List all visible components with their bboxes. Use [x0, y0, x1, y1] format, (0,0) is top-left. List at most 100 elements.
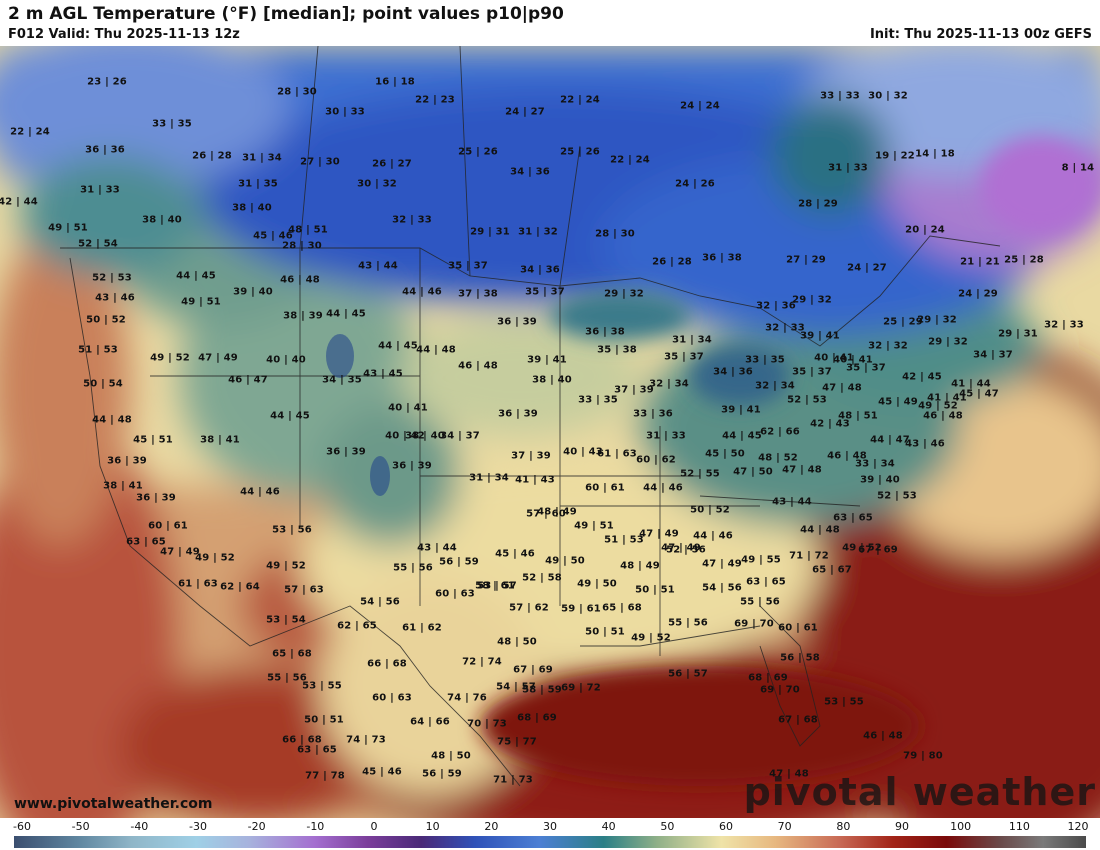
point-value-label: 35 | 38	[597, 344, 637, 356]
point-value-label: 45 | 49	[878, 396, 918, 408]
colorbar-tick-label: 100	[950, 820, 972, 833]
point-value-label: 61 | 63	[597, 448, 637, 460]
point-value-label: 29 | 32	[928, 336, 968, 348]
point-value-label: 49 | 51	[181, 296, 221, 308]
point-value-label: 31 | 33	[646, 430, 686, 442]
point-value-label: 49 | 55	[741, 554, 781, 566]
point-value-label: 32 | 32	[868, 340, 908, 352]
point-value-label: 52 | 56	[666, 544, 706, 556]
point-value-label: 56 | 59	[439, 556, 479, 568]
point-value-label: 46 | 48	[923, 410, 963, 422]
point-value-label: 49 | 52	[266, 560, 306, 572]
point-value-label: 35 | 37	[525, 286, 565, 298]
point-value-label: 25 | 28	[1004, 254, 1044, 266]
point-value-label: 44 | 45	[326, 308, 366, 320]
point-value-label: 36 | 39	[498, 408, 538, 420]
point-value-label: 40 | 43	[563, 446, 603, 458]
point-value-label: 49 | 51	[48, 222, 88, 234]
point-value-label: 30 | 32	[357, 178, 397, 190]
point-value-label: 31 | 33	[828, 162, 868, 174]
point-value-label: 44 | 46	[240, 486, 280, 498]
point-value-label: 74 | 73	[346, 734, 386, 746]
map-title: 2 m AGL Temperature (°F) [median]; point…	[8, 4, 564, 24]
point-value-label: 30 | 32	[868, 90, 908, 102]
point-value-label: 36 | 39	[326, 446, 366, 458]
point-value-label: 33 | 35	[578, 394, 618, 406]
point-value-label: 43 | 44	[417, 542, 457, 554]
point-value-label: 27 | 29	[786, 254, 826, 266]
temperature-map: 23 | 26 16 | 18 28 | 30 22 | 23 22 | 24 24 | …	[0, 46, 1100, 818]
point-value-label: 37 | 38	[458, 288, 498, 300]
point-value-label: 28 | 30	[282, 240, 322, 252]
point-value-label: 57 | 62	[509, 602, 549, 614]
point-value-label: 51 | 53	[604, 534, 644, 546]
colorbar: -60 -50 -40 -30 -20 -10 0 10 20 30 40 50 60 70 80 90 100…	[0, 818, 1100, 850]
colorbar-tick-label: 80	[836, 820, 851, 833]
point-value-label: 47 | 50	[733, 466, 773, 478]
point-value-label: 29 | 31	[998, 328, 1038, 340]
point-value-label: 77 | 78	[305, 770, 345, 782]
point-value-label: 38 | 40	[532, 374, 572, 386]
point-value-label: 53 | 56	[272, 524, 312, 536]
point-value-label: 74 | 76	[447, 692, 487, 704]
point-value-label: 44 | 46	[402, 286, 442, 298]
point-value-label: 37 | 39	[511, 450, 551, 462]
point-value-label: 52 | 53	[787, 394, 827, 406]
header-bar: 2 m AGL Temperature (°F) [median]; point…	[0, 0, 1100, 46]
point-value-label: 40 | 41	[814, 352, 854, 364]
point-value-label: 50 | 51	[585, 626, 625, 638]
point-value-label: 8 | 14	[1061, 162, 1095, 174]
point-value-label: 68 | 69	[748, 672, 788, 684]
point-value-label: 62 | 64	[220, 581, 260, 593]
point-value-label: 42 | 43	[810, 418, 850, 430]
point-value-label: 43 | 46	[95, 292, 135, 304]
point-value-label: 56 | 57	[668, 668, 708, 680]
point-value-label: 29 | 32	[917, 314, 957, 326]
point-value-label: 50 | 52	[690, 504, 730, 516]
point-value-label: 36 | 39	[107, 455, 147, 467]
point-value-label: 54 | 57	[496, 681, 536, 693]
point-value-label: 60 | 61	[148, 520, 188, 532]
point-value-label: 44 | 46	[643, 482, 683, 494]
point-value-label: 65 | 67	[812, 564, 852, 576]
point-value-label: 25 | 26	[560, 146, 600, 158]
point-value-label: 47 | 49	[198, 352, 238, 364]
point-value-label: 31 | 32	[518, 226, 558, 238]
point-value-label: 39 | 41	[527, 354, 567, 366]
colorbar-tick-label: 110	[1008, 820, 1030, 833]
point-value-label: 61 | 62	[402, 622, 442, 634]
point-value-label: 39 | 41	[721, 404, 761, 416]
point-value-label: 32 | 36	[756, 300, 796, 312]
colorbar-tick-label: -40	[130, 820, 149, 833]
point-value-label: 35 | 37	[448, 260, 488, 272]
colorbar-ticks: -60 -50 -40 -30 -20 -10 0 10 20 30 40 50 60 70 80 90 100…	[0, 820, 1100, 834]
point-value-label: 67 | 69	[858, 544, 898, 556]
point-value-label: 38 | 41	[103, 480, 143, 492]
point-value-label: 32 | 33	[765, 322, 805, 334]
point-value-label: 45 | 46	[362, 766, 402, 778]
point-value-label: 69 | 72	[561, 682, 601, 694]
point-value-label: 57 | 63	[284, 584, 324, 596]
website-url[interactable]: www.pivotalweather.com	[14, 796, 213, 812]
point-value-label: 49 | 50	[545, 555, 585, 567]
point-value-label: 40 | 40	[266, 354, 306, 366]
point-value-label: 44 | 48	[800, 524, 840, 536]
point-value-label: 59 | 61	[561, 603, 601, 615]
point-value-label: 32 | 33	[392, 214, 432, 226]
pivotal-weather-logo: pivotal weather	[743, 770, 1096, 814]
point-value-label: 24 | 26	[675, 178, 715, 190]
point-value-label: 49 | 52	[918, 400, 958, 412]
point-value-label: 47 | 49	[661, 542, 701, 554]
point-value-label: 51 | 53	[78, 344, 118, 356]
point-value-label: 14 | 18	[915, 148, 955, 160]
colorbar-tick-label: 60	[719, 820, 733, 833]
point-value-label: 55 | 56	[393, 562, 433, 574]
point-value-label: 29 | 32	[604, 288, 644, 300]
point-value-label: 42 | 45	[902, 371, 942, 383]
point-value-label: 22 | 24	[610, 154, 650, 166]
point-value-label: 55 | 56	[668, 617, 708, 629]
point-value-label: 49 | 52	[842, 542, 882, 554]
point-value-label: 32 | 34	[755, 380, 795, 392]
point-value-label: 32 | 33	[1044, 319, 1084, 331]
point-value-label: 27 | 30	[300, 156, 340, 168]
